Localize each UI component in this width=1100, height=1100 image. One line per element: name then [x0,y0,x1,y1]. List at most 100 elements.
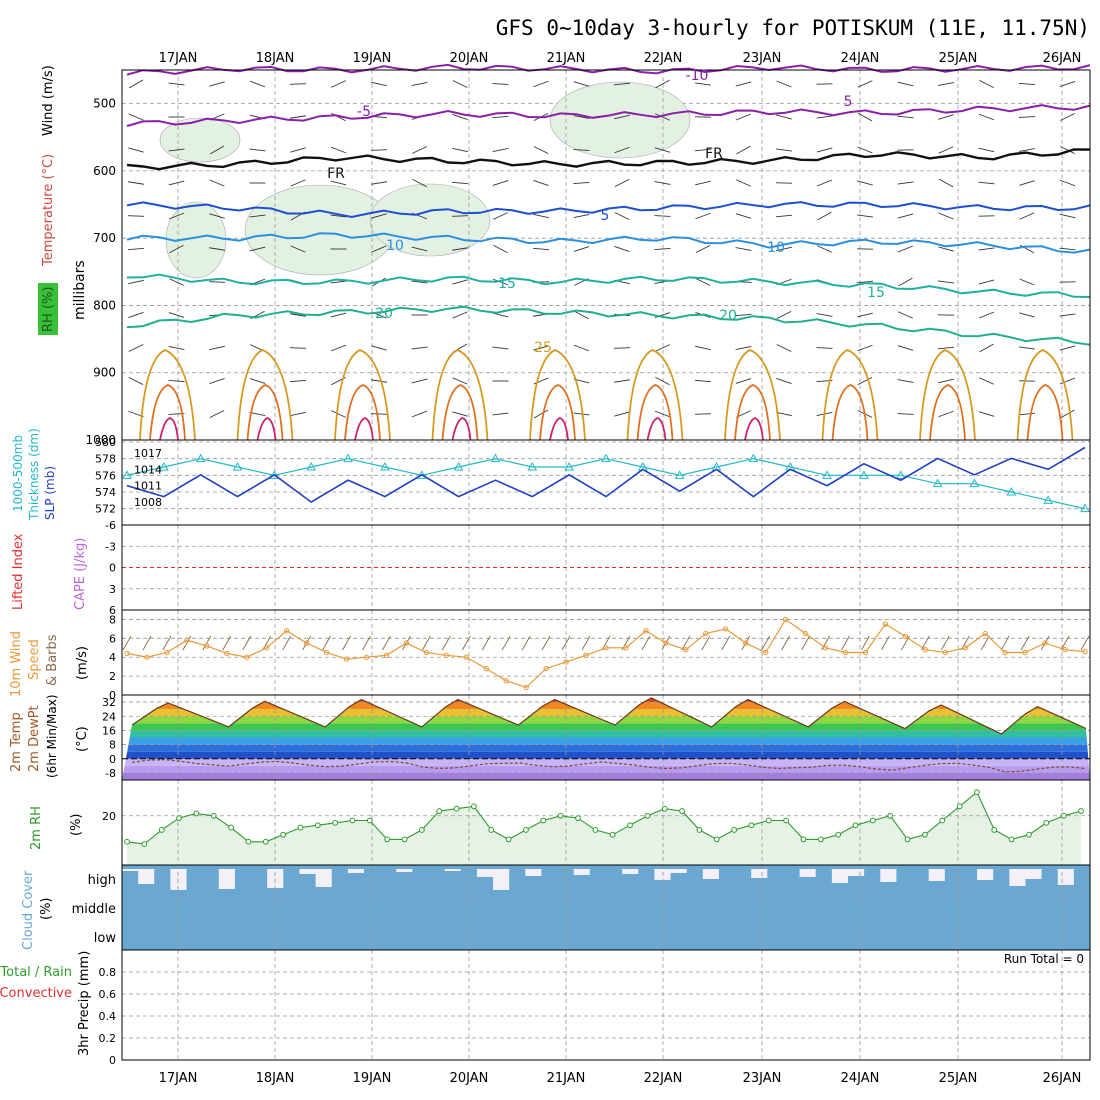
wind10-marker [842,649,849,656]
isotherm-30-loop [1026,384,1064,441]
rh2m-marker [384,836,391,843]
wind-barb [695,212,711,220]
rh2m-marker [124,838,130,845]
wind-barb [493,212,508,220]
rh2m-marker [245,838,252,845]
thickness-marker [674,470,685,479]
day-label-bottom: 20JAN [450,1071,489,1086]
rh2m-marker [592,827,599,833]
cloud-level-label: middle [72,902,116,917]
wind-barb [249,412,266,416]
wind10-marker [503,678,509,684]
wind-barb [735,313,752,317]
slp-line [126,446,1086,504]
isotherm-10 [126,232,1091,254]
cloud-gap [315,869,332,887]
wind-barb [1019,148,1035,152]
wind-barb [452,311,468,319]
wind10-barb [481,635,491,651]
wind-barb [978,147,995,153]
wind10-barb [202,635,212,651]
wind10-barb [701,635,711,651]
wind-barb [411,280,428,284]
wind-barb [978,181,995,185]
wind-barb [330,214,347,218]
wind-barb [735,378,752,384]
wind-barb [695,278,711,286]
wind-barb [209,179,225,187]
wind-barb [290,313,306,317]
rh2m-marker [210,812,217,819]
temp-band [122,744,1090,752]
wind10-marker [762,649,769,656]
isotherm-label: 15 [498,276,516,292]
wind-barb [209,213,225,219]
wind-barb [1018,116,1036,118]
wind10-marker [323,649,330,656]
wind10-barb [801,635,810,651]
wind-barb [573,115,590,119]
temp-band [122,702,1090,710]
wind-barb [654,215,671,217]
temp-band [122,723,1090,731]
wind10-barb [501,635,511,651]
wind-barb [533,146,549,154]
cloud-gap [654,869,671,880]
wind-barb [371,345,387,351]
pressure-tick-label: 500 [93,97,116,111]
wind10-marker [124,650,130,657]
wind-barb [573,344,590,352]
rh2m-marker [1043,819,1050,826]
wind-barb [492,148,509,152]
wind-barb [776,114,792,120]
wind-barb [938,114,954,120]
wind-barb [209,345,225,351]
wind10-marker [523,684,529,691]
rh2m-marker [921,831,928,838]
thickness-marker [269,470,280,479]
wind-barb [290,147,306,153]
isotherm-30-loop [929,384,966,441]
wind-barb [897,81,914,87]
day-label-top: 25JAN [939,51,978,66]
wind-barb [897,413,914,415]
wind-barb [735,346,752,350]
wind-barb [330,146,347,154]
rh2m-line [126,791,1082,845]
wind-barb [290,411,306,417]
isotherm-30-loop [539,384,576,441]
wind10-barb [342,635,351,651]
wind-barb [816,313,833,317]
rh2m-marker [974,789,980,796]
wind-barb [168,212,185,220]
wind-barb [1059,345,1076,351]
y-label-temp-units: (°C) [75,726,90,752]
wind-barb [938,82,954,86]
rh2m-marker [453,805,460,812]
wind10-marker [463,654,469,660]
wind10-barb [282,635,292,651]
wind-barb [735,213,752,219]
wind10-marker [902,633,909,640]
wind-barb [937,346,955,350]
wind-barb [938,246,954,252]
rh2m-marker [436,808,443,814]
wind-barb [897,213,914,219]
wind-barb [857,146,873,154]
wind-barb [209,81,225,87]
wind-barb [735,113,752,121]
wind-barb [614,411,630,417]
cloud-gap [476,869,494,877]
wind10-barb [581,635,591,651]
wind-barb [249,378,266,384]
wind-barb [411,410,428,418]
li-tick-label: 3 [109,583,116,596]
wind-barb [127,247,145,251]
wind-barb [330,280,347,284]
cloud-gap [525,869,542,876]
thickness-tick-label: 576 [95,469,116,482]
thickness-tick-label: 572 [95,503,116,516]
wind-barb [898,311,913,319]
wind10-barb [322,635,331,651]
rh-shaded-area [549,81,691,159]
